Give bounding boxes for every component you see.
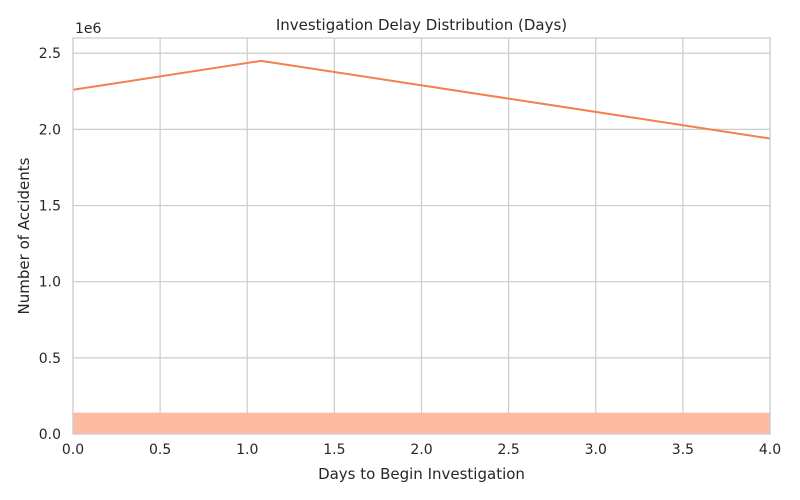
y-tick-label: 0.5: [39, 351, 61, 367]
x-axis-label: Days to Begin Investigation: [318, 465, 525, 483]
y-tick-label: 2.5: [39, 46, 61, 62]
x-tick-label: 2.5: [497, 442, 519, 458]
x-tick-label: 3.5: [672, 442, 694, 458]
plot-frame: [72, 37, 771, 435]
y-offset-label: 1e6: [75, 21, 102, 37]
x-tick-label: 3.0: [585, 442, 607, 458]
band-layer: [73, 412, 770, 434]
y-axis-label: Number of Accidents: [15, 157, 33, 314]
series-line: [72, 59, 771, 140]
x-tick-label: 0.5: [149, 442, 171, 458]
x-tick-label: 2.0: [410, 442, 432, 458]
y-tick-label: 0.0: [39, 427, 61, 443]
grid: [72, 38, 771, 435]
area-band: [73, 412, 770, 434]
y-tick-label: 1.5: [39, 199, 61, 215]
line-layer: [72, 59, 771, 140]
y-tick-label: 2.0: [39, 122, 61, 138]
x-tick-label: 1.0: [236, 442, 258, 458]
x-tick-label: 1.5: [323, 442, 345, 458]
y-tick-label: 1.0: [39, 275, 61, 291]
x-tick-label: 4.0: [759, 442, 781, 458]
x-tick-labels: 0.0 0.5 1.0 1.5 2.0 2.5 3.0 3.5 4.0: [62, 442, 781, 458]
x-tick-label: 0.0: [62, 442, 84, 458]
y-tick-labels: 0.0 0.5 1.0 1.5 2.0 2.5: [39, 46, 61, 443]
chart-title: Investigation Delay Distribution (Days): [276, 16, 567, 34]
